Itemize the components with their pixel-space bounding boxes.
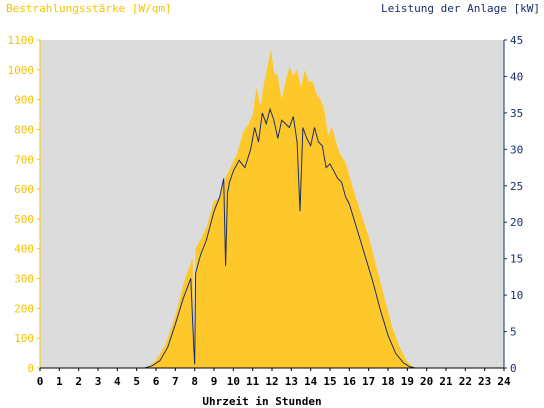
y-left-tick-label: 1100 [8,34,35,47]
y-right-tick-label: 25 [510,180,523,193]
y-left-tick-label: 600 [14,183,34,196]
x-tick-label: 14 [304,375,318,388]
x-tick-label: 3 [95,375,102,388]
x-tick-label: 21 [439,375,453,388]
x-tick-label: 17 [362,375,375,388]
y-left-tick-label: 1000 [8,64,35,77]
x-tick-label: 10 [227,375,240,388]
y-right-tick-label: 30 [510,143,523,156]
power-line [40,107,504,369]
x-tick-label: 16 [343,375,357,388]
x-tick-label: 22 [459,375,472,388]
y-left-tick-label: 700 [14,153,34,166]
y-left-tick-label: 400 [14,243,34,256]
x-tick-label: 4 [114,375,121,388]
y-left-tick-label: 900 [14,94,34,107]
x-tick-label: 19 [401,375,414,388]
x-tick-label: 24 [497,375,511,388]
x-tick-label: 7 [172,375,179,388]
x-tick-label: 18 [381,375,394,388]
y-left-tick-label: 800 [14,123,34,136]
x-tick-label: 6 [153,375,160,388]
y-left-tick-label: 100 [14,332,34,345]
x-tick-label: 15 [323,375,336,388]
x-tick-label: 2 [75,375,82,388]
x-tick-label: 12 [265,375,278,388]
y-left-tick-label: 300 [14,273,34,286]
irradiance-area [40,48,504,369]
y-left-tick-label: 500 [14,213,34,226]
y-right-tick-label: 45 [510,34,523,47]
y-right-tick-label: 35 [510,107,523,120]
x-tick-label: 1 [56,375,63,388]
y-right-tick-label: 10 [510,289,523,302]
x-tick-label: 9 [211,375,218,388]
x-tick-label: 5 [133,375,140,388]
y-left-tick-label: 0 [27,362,34,375]
x-tick-label: 11 [246,375,260,388]
y-right-tick-label: 15 [510,253,523,266]
x-tick-label: 0 [37,375,44,388]
x-tick-label: 20 [420,375,433,388]
x-axis-title: Uhrzeit in Stunden [202,395,321,408]
right-axis-title: Leistung der Anlage [kW] [381,2,540,15]
x-tick-label: 13 [285,375,298,388]
x-tick-label: 8 [191,375,198,388]
y-right-tick-label: 40 [510,70,523,83]
y-right-tick-label: 20 [510,216,523,229]
x-tick-label: 23 [478,375,491,388]
y-right-tick-label: 0 [510,362,517,375]
y-left-tick-label: 200 [14,302,34,315]
y-right-tick-label: 5 [510,326,517,339]
left-axis-title: Bestrahlungsstärke [W/qm] [6,2,172,15]
